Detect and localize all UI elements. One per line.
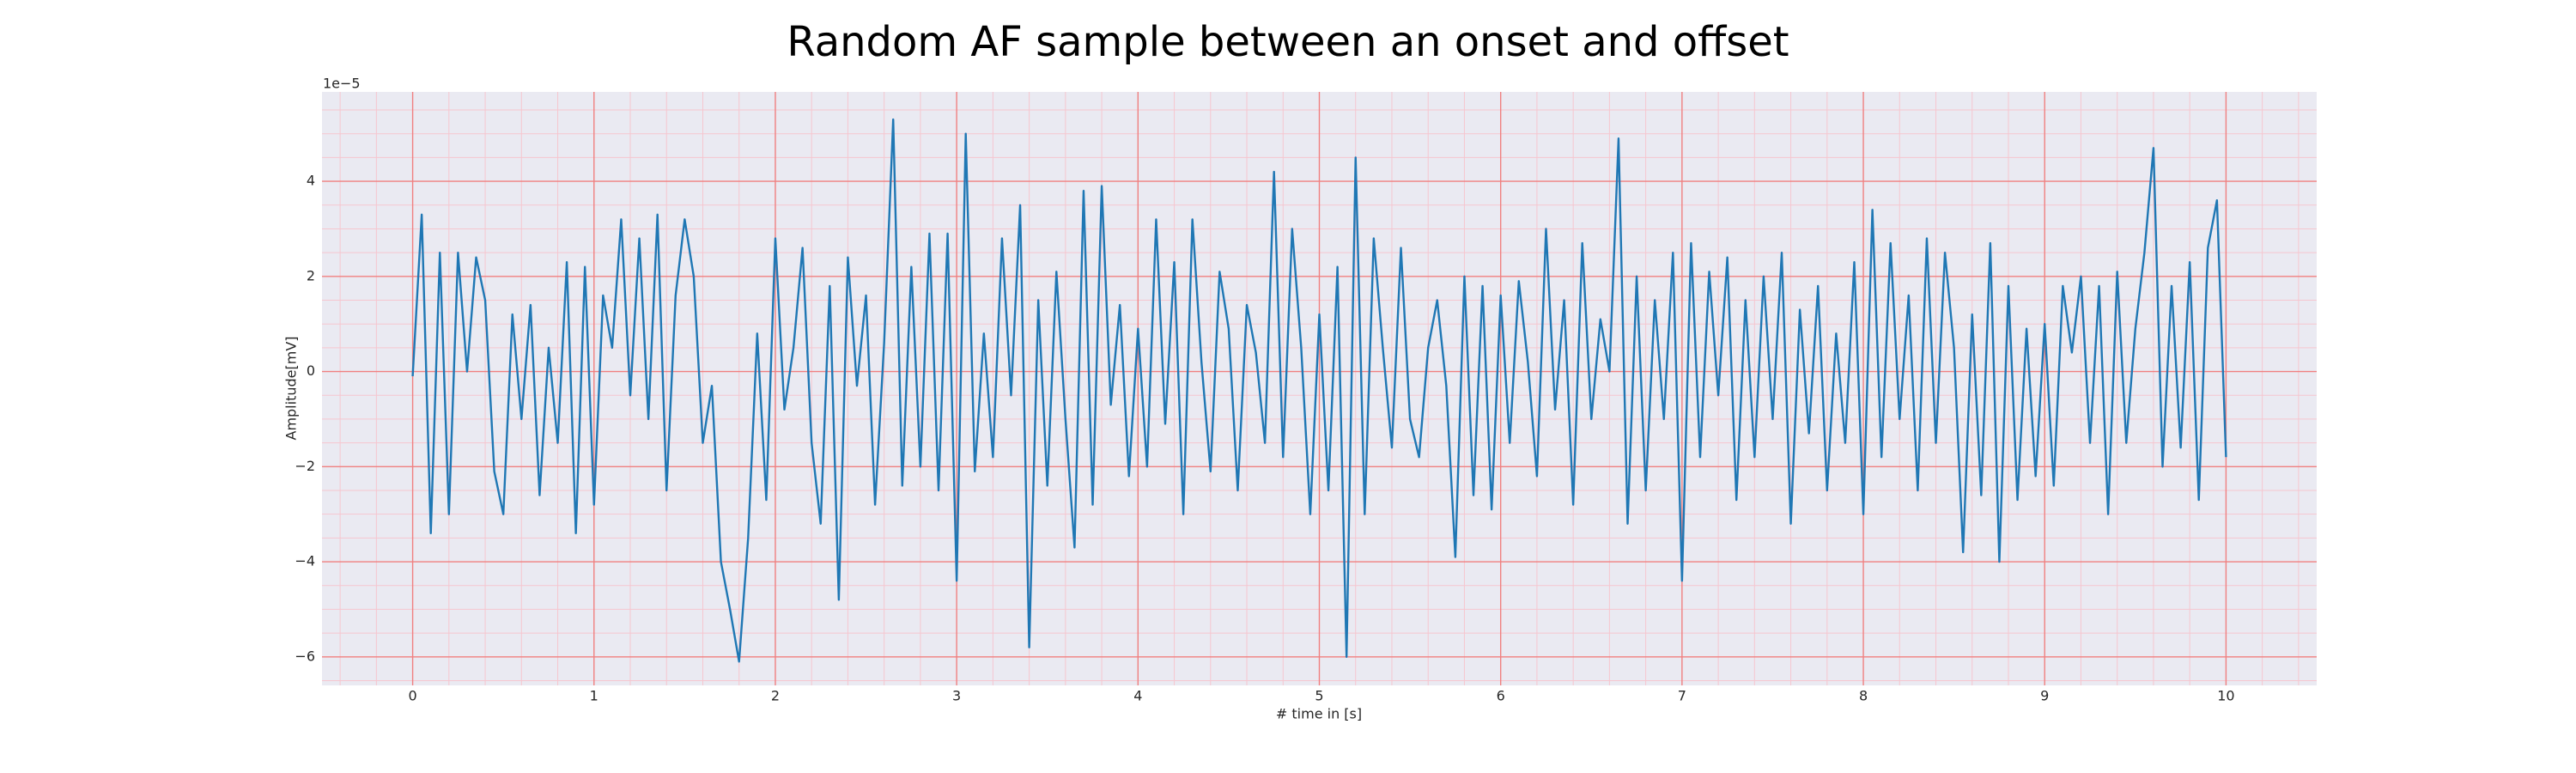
y-tick-label: 0 xyxy=(307,362,315,379)
x-tick-label: 2 xyxy=(771,688,780,704)
y-tick-label: −2 xyxy=(295,458,315,474)
x-tick-label: 7 xyxy=(1678,688,1686,704)
x-tick-label: 8 xyxy=(1859,688,1868,704)
x-tick-label: 10 xyxy=(2217,688,2234,704)
x-tick-label: 6 xyxy=(1497,688,1505,704)
y-tick-label: 4 xyxy=(307,173,315,189)
x-axis-label: # time in [s] xyxy=(1276,706,1362,722)
x-tick-label: 3 xyxy=(952,688,961,704)
chart-title: Random AF sample between an onset and of… xyxy=(787,18,1789,66)
y-tick-label: −4 xyxy=(295,553,315,569)
y-tick-label: −6 xyxy=(295,648,315,664)
signal-line xyxy=(411,118,2227,663)
x-tick-label: 0 xyxy=(408,688,416,704)
y-tick-label: 2 xyxy=(307,267,315,283)
offset-text: 1e−5 xyxy=(323,76,361,92)
x-tick-label: 5 xyxy=(1315,688,1323,704)
x-tick-label: 1 xyxy=(590,688,598,704)
x-tick-label: 9 xyxy=(2040,688,2049,704)
y-axis-label: Amplitude[mV] xyxy=(283,336,300,440)
x-tick-label: 4 xyxy=(1133,688,1142,704)
